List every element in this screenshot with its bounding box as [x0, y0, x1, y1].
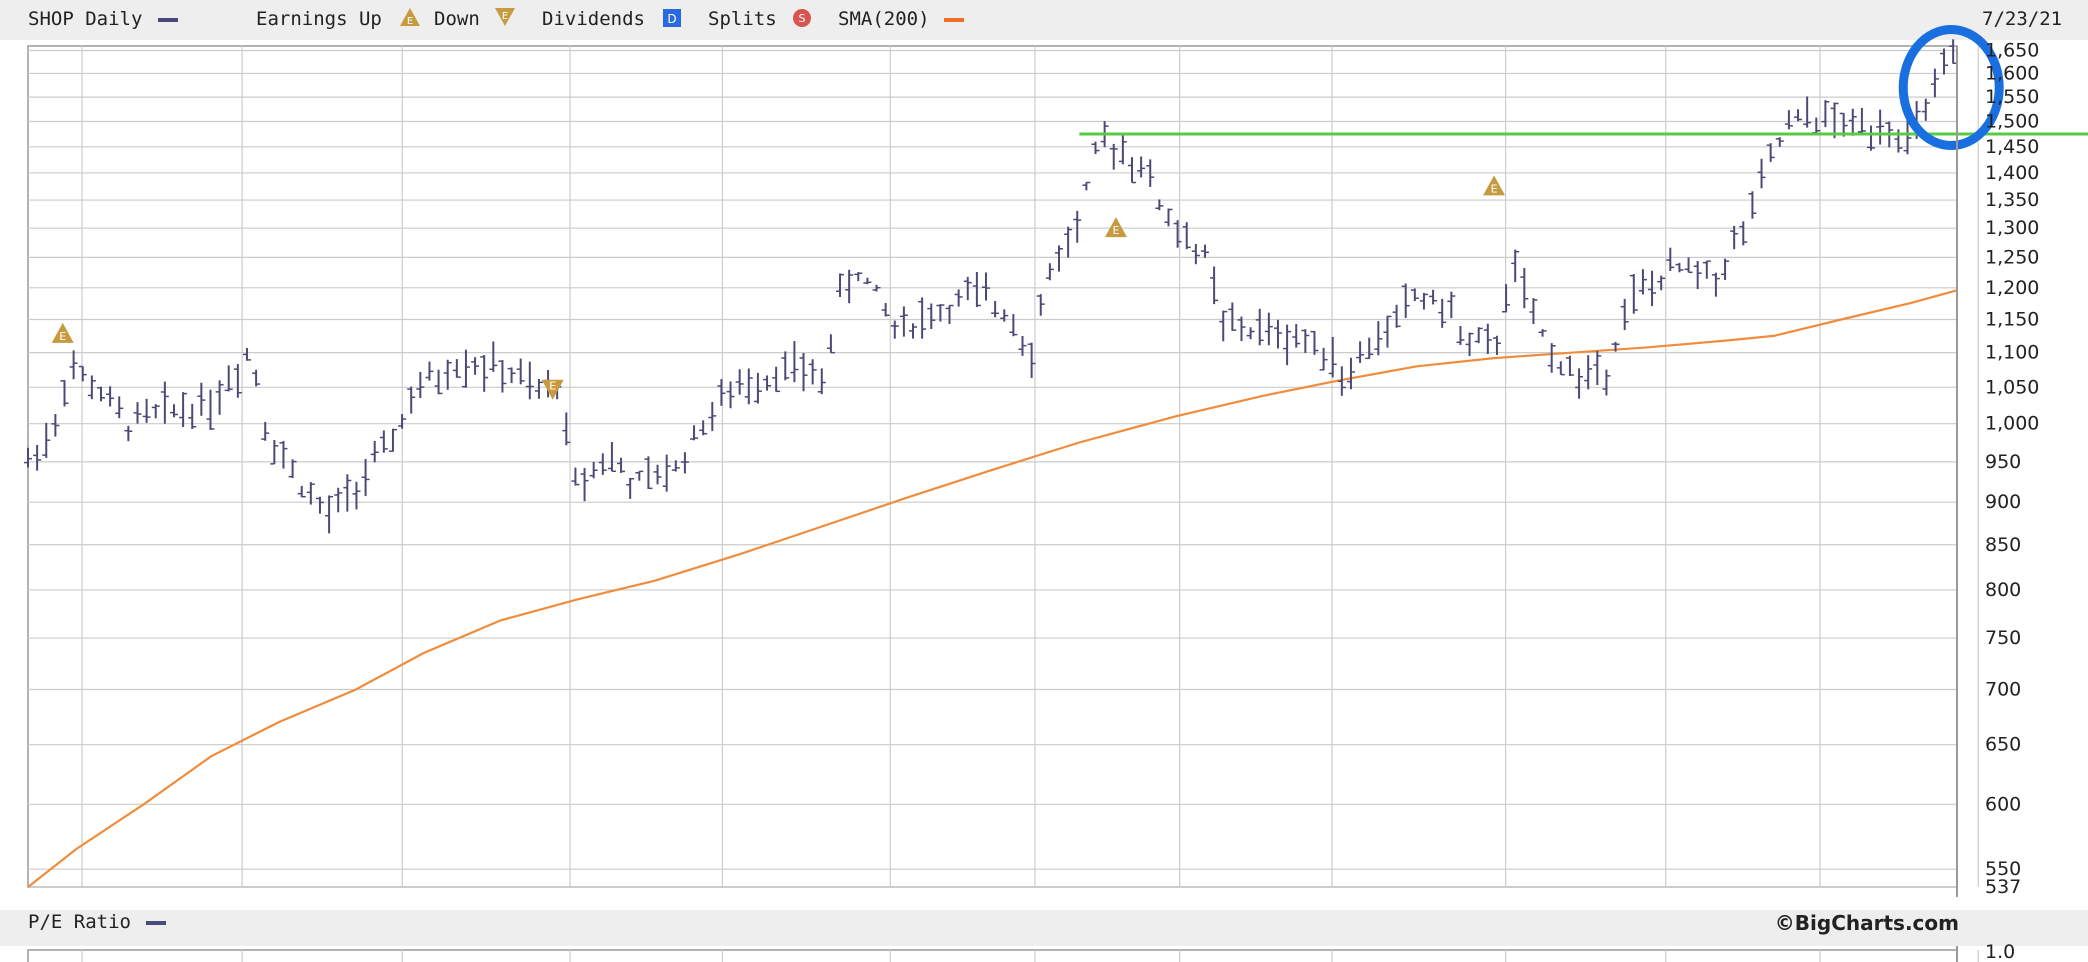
bigcharts-brand[interactable]: ©BigCharts.com	[1774, 911, 1959, 935]
y-tick-label: 1,150	[1985, 309, 2039, 331]
earnings-down-icon: E	[495, 8, 515, 26]
earnings-up-icon	[1483, 175, 1506, 196]
y-tick-label: 600	[1985, 793, 2021, 815]
y-tick-label: 1,300	[1985, 217, 2039, 239]
dividends-label: Dividends	[542, 8, 645, 30]
sma-200-path	[27, 289, 1958, 888]
svg-text:E: E	[407, 16, 413, 27]
earnings-up-icon	[51, 322, 74, 343]
chart-date: 7/23/21	[1982, 8, 2063, 30]
earnings-up-icon	[1104, 217, 1127, 238]
price-swatch	[158, 18, 178, 22]
y-tick-label: 750	[1985, 627, 2021, 649]
sma-label: SMA(200)	[838, 8, 930, 30]
splits-label: Splits	[708, 8, 777, 30]
pe-ratio-label: P/E Ratio	[28, 911, 131, 933]
y-tick-label: 1,050	[1985, 376, 2039, 398]
y-tick-label: 950	[1985, 451, 2021, 473]
earnings-icon-letter: E	[1112, 224, 1119, 237]
y-tick-label: 650	[1985, 734, 2021, 756]
y-tick-label: 1,650	[1985, 40, 2039, 62]
y-tick-label: 1,400	[1985, 162, 2039, 184]
earnings-icon-letter: E	[1491, 182, 1498, 195]
splits-icon: S	[793, 9, 811, 27]
y-tick-label: 850	[1985, 534, 2021, 556]
earnings-up-label: Earnings Up	[256, 8, 382, 30]
symbol-label: SHOP Daily	[28, 8, 143, 30]
y-tick-label: 550	[1985, 858, 2021, 880]
y-tick-label: 900	[1985, 491, 2021, 513]
earnings-down-icon	[541, 379, 564, 400]
y-tick-label: 1,600	[1985, 62, 2039, 84]
plot-frame	[27, 45, 1958, 888]
pe-ratio-swatch	[146, 921, 166, 925]
y-tick-label: 537	[1985, 876, 2021, 898]
sma-swatch	[944, 18, 964, 22]
y-tick-label: 1,250	[1985, 246, 2039, 268]
y-tick-label: 800	[1985, 579, 2021, 601]
legend-bar	[0, 0, 2088, 40]
highlight-circle	[1898, 25, 2004, 151]
y-tick-label: 1,550	[1985, 86, 2039, 108]
svg-text:D: D	[667, 12, 676, 26]
earnings-icon-letter: E	[549, 380, 556, 393]
price-bars	[24, 39, 1958, 534]
earnings-up-icon: E	[400, 8, 420, 27]
y-tick-label: 1,100	[1985, 342, 2039, 364]
pe-ratio-panel: 1.0	[27, 941, 2015, 962]
chart-grid	[27, 45, 1979, 888]
y-tick-label: 700	[1985, 678, 2021, 700]
dividends-icon: D	[663, 9, 681, 27]
svg-text:S: S	[799, 12, 806, 25]
y-tick-label: 1,200	[1985, 277, 2039, 299]
sma-200-line	[27, 289, 1958, 888]
earnings-icon-letter: E	[59, 330, 66, 343]
earnings-down-label: Down	[434, 8, 480, 30]
pe-ratio-bar	[0, 910, 2088, 946]
chart-overlays: E E E E	[51, 25, 2088, 400]
y-tick-label: 1,450	[1985, 136, 2039, 158]
y-tick-label: 1,350	[1985, 189, 2039, 211]
pe-tick-label: 1.0	[1985, 941, 2015, 962]
y-tick-label: 1,500	[1985, 111, 2039, 133]
pe-plot-frame	[27, 949, 1958, 962]
svg-text:E: E	[502, 11, 508, 22]
y-tick-label: 1,000	[1985, 413, 2039, 435]
